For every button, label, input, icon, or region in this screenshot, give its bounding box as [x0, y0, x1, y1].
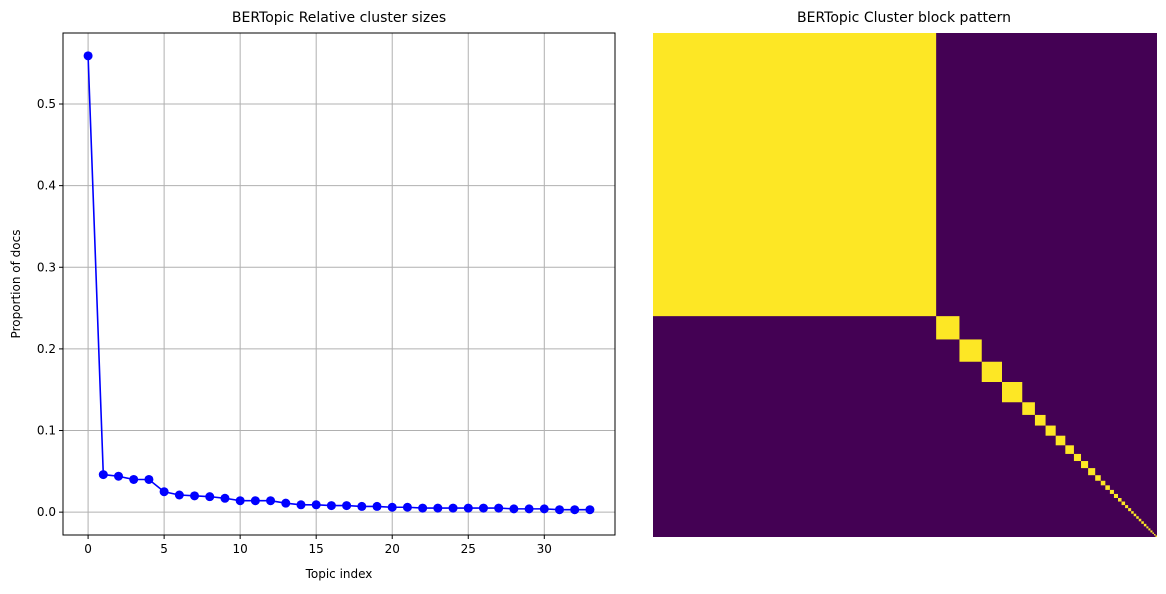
- cluster-block: [1148, 528, 1151, 531]
- cluster-block: [1113, 493, 1118, 498]
- y-tick-label: 0.4: [37, 179, 56, 193]
- cluster-block: [1045, 425, 1056, 436]
- data-point: [478, 503, 488, 513]
- data-point: [296, 500, 306, 510]
- data-point: [190, 491, 200, 501]
- data-point: [144, 474, 154, 484]
- cluster-block: [1131, 511, 1134, 514]
- x-tick-label: 20: [385, 542, 400, 556]
- cluster-block: [1141, 521, 1144, 524]
- data-point: [205, 492, 215, 502]
- cluster-block: [1153, 533, 1156, 536]
- data-point: [509, 504, 519, 514]
- data-point: [174, 490, 184, 500]
- cluster-block: [1146, 526, 1149, 529]
- data-point: [357, 501, 367, 511]
- data-point: [554, 505, 564, 515]
- data-point: [463, 503, 473, 513]
- cluster-block: [1152, 532, 1154, 534]
- data-point: [524, 504, 534, 514]
- right-chart-title: BERTopic Cluster block pattern: [797, 10, 1011, 26]
- cluster-block: [1081, 461, 1089, 469]
- grid: [63, 33, 615, 535]
- data-point: [342, 501, 352, 511]
- cluster-block: [1150, 530, 1153, 533]
- y-tick-label: 0.0: [37, 505, 56, 519]
- data-point: [311, 500, 321, 510]
- data-point: [372, 501, 382, 511]
- y-tick-label: 0.2: [37, 342, 56, 356]
- x-tick-label: 25: [461, 542, 476, 556]
- cluster-block: [1118, 498, 1122, 502]
- heatmap-cells: [653, 33, 1157, 537]
- cluster-block: [1133, 513, 1137, 517]
- cluster-block: [1022, 402, 1035, 415]
- plot-frame: [62, 32, 616, 536]
- x-tick-label: 5: [160, 542, 168, 556]
- data-point: [402, 502, 412, 512]
- cluster-block: [1105, 485, 1110, 490]
- cluster-block: [1002, 382, 1023, 403]
- cluster-block: [936, 316, 960, 340]
- x-tick-label: 30: [537, 542, 552, 556]
- data-point: [326, 501, 336, 511]
- data-point: [250, 496, 260, 506]
- data-point: [585, 505, 595, 515]
- data-point: [83, 51, 93, 61]
- cluster-block: [1125, 505, 1129, 509]
- series-line: [87, 55, 590, 511]
- data-point: [418, 503, 428, 513]
- x-tick-label: 15: [309, 542, 324, 556]
- x-axis-label: Topic index: [305, 567, 373, 581]
- data-point: [387, 502, 397, 512]
- cluster-block: [1109, 489, 1114, 494]
- cluster-block: [1143, 523, 1147, 527]
- cluster-block: [1100, 480, 1106, 486]
- data-point: [448, 503, 458, 513]
- data-point: [570, 505, 580, 515]
- y-tick-label: 0.5: [37, 97, 56, 111]
- data-point: [266, 496, 276, 506]
- data-point: [281, 498, 291, 508]
- data-point: [494, 503, 504, 513]
- y-tick-label: 0.3: [37, 260, 56, 274]
- data-point: [129, 474, 139, 484]
- cluster-block: [959, 339, 982, 362]
- x-tick-label: 10: [233, 542, 248, 556]
- cluster-block: [1138, 518, 1142, 522]
- y-axis-label: Proportion of docs: [9, 230, 23, 339]
- axis-ticks: 0 5 10 15 20 25 30 0.0 0.1 0.2 0.3 0.4 0.5: [37, 97, 552, 556]
- series-points: [83, 51, 595, 515]
- left-chart-title: BERTopic Relative cluster sizes: [232, 10, 446, 26]
- data-point: [98, 470, 108, 480]
- data-point: [433, 503, 443, 513]
- heatmap-chart: BERTopic Cluster block pattern: [653, 10, 1157, 537]
- cluster-block: [1121, 501, 1126, 506]
- y-tick-label: 0.1: [37, 424, 56, 438]
- line-chart: BERTopic Relative cluster sizes 0 5 10 15 20…: [9, 10, 616, 581]
- cluster-block: [1095, 475, 1101, 481]
- cluster-block: [981, 361, 1002, 382]
- data-point: [114, 471, 124, 481]
- cluster-block: [1055, 435, 1066, 446]
- cluster-block: [1128, 508, 1132, 512]
- data-point: [235, 496, 245, 506]
- cluster-block: [653, 33, 937, 317]
- cluster-block: [1073, 453, 1082, 462]
- x-tick-label: 0: [84, 542, 92, 556]
- cluster-block: [1155, 535, 1157, 537]
- cluster-block: [1034, 414, 1046, 426]
- cluster-block: [1136, 516, 1139, 519]
- data-point: [539, 504, 549, 514]
- cluster-block: [1065, 445, 1074, 454]
- data-point: [220, 493, 230, 503]
- cluster-block: [1088, 468, 1096, 476]
- data-point: [159, 487, 169, 497]
